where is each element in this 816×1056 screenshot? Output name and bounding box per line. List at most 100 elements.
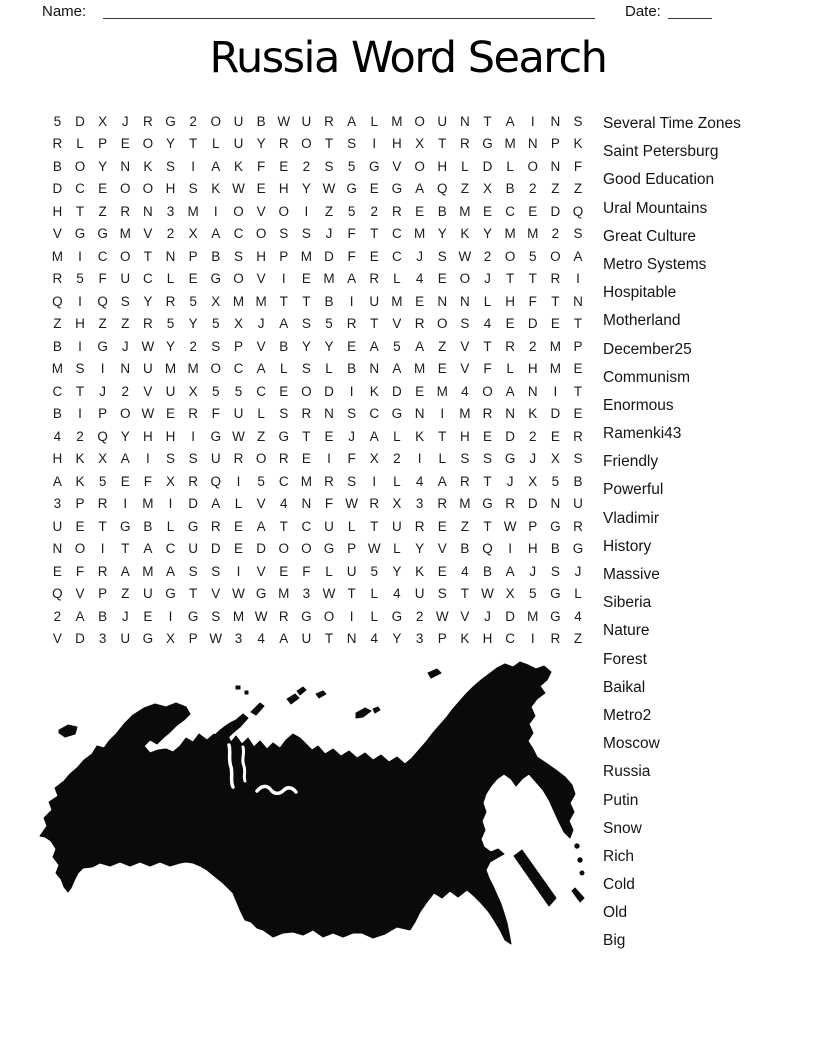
grid-letter: S xyxy=(279,226,289,242)
grid-letter: 2 xyxy=(483,248,492,264)
word-list-item: Putin xyxy=(603,791,639,809)
grid-letter: M xyxy=(187,361,199,377)
grid-letter: Y xyxy=(301,181,311,197)
grid-letter: S xyxy=(211,608,221,624)
grid-letter: J xyxy=(121,113,129,129)
grid-letter: G xyxy=(323,541,335,557)
grid-letter: 4 xyxy=(257,631,265,647)
grid-letter: E xyxy=(437,518,447,534)
grid-letter: X xyxy=(98,451,108,467)
grid-letter: L xyxy=(506,158,514,174)
grid-letter: S xyxy=(166,451,176,467)
grid-letter: A xyxy=(415,338,425,354)
grid-letter: F xyxy=(98,271,107,287)
grid-letter: G xyxy=(391,181,403,197)
grid-letter: 5 xyxy=(234,383,243,399)
grid-letter: S xyxy=(347,473,357,489)
grid-letter: T xyxy=(483,338,492,354)
grid-letter: W xyxy=(141,338,155,354)
grid-letter: E xyxy=(98,181,108,197)
grid-letter: D xyxy=(550,203,561,219)
grid-letter: I xyxy=(123,496,128,512)
grid-letter: R xyxy=(188,473,199,489)
grid-letter: Z xyxy=(121,586,130,602)
word-list-item: Rich xyxy=(603,847,635,865)
grid-letter: B xyxy=(347,361,357,377)
grid-letter: R xyxy=(301,406,312,422)
grid-letter: F xyxy=(483,361,492,377)
grid-letter: 5 xyxy=(212,383,220,399)
grid-letter: E xyxy=(482,203,492,219)
word-list-item: Moscow xyxy=(603,735,660,753)
grid-letter: M xyxy=(142,496,154,512)
grid-letter: N xyxy=(369,361,380,377)
grid-letter: S xyxy=(75,361,85,377)
grid-letter: R xyxy=(278,136,289,152)
grid-letter: W xyxy=(458,248,472,264)
grid-letter: 4 xyxy=(574,608,582,624)
grid-letter: D xyxy=(52,181,63,197)
grid-letter: S xyxy=(437,248,447,264)
grid-letter: M xyxy=(300,473,312,489)
grid-letter: L xyxy=(279,361,288,377)
grid-letter: V xyxy=(437,541,447,557)
grid-letter: L xyxy=(212,136,220,152)
grid-letter: S xyxy=(211,338,221,354)
grid-letter: 3 xyxy=(234,631,243,647)
grid-letter: N xyxy=(414,406,425,422)
grid-letter: 2 xyxy=(121,383,129,399)
grid-letter: O xyxy=(414,158,425,174)
grid-letter: Y xyxy=(143,293,153,309)
grid-letter: R xyxy=(278,608,289,624)
sakhalin-shape xyxy=(513,849,557,907)
grid-letter: L xyxy=(574,586,582,602)
grid-letter: U xyxy=(392,518,402,534)
grid-letter: T xyxy=(370,316,379,332)
grid-letter: E xyxy=(573,406,583,422)
grid-letter: I xyxy=(530,113,535,129)
grid-letter: R xyxy=(346,316,357,332)
grid-letter: T xyxy=(189,136,198,152)
grid-letter: S xyxy=(301,226,311,242)
grid-letter: E xyxy=(437,361,447,377)
grid-letter: G xyxy=(278,428,289,444)
grid-letter: Y xyxy=(120,428,130,444)
grid-letter: X xyxy=(528,473,538,489)
word-list-item: Motherland xyxy=(603,312,681,330)
name-blank-line[interactable] xyxy=(103,18,595,19)
grid-letter: 5 xyxy=(529,586,537,602)
grid-letter: Y xyxy=(392,563,402,579)
grid-letter: S xyxy=(188,181,198,197)
grid-letter: O xyxy=(550,248,561,264)
grid-letter: X xyxy=(166,631,176,647)
russia-map-silhouette xyxy=(39,661,585,945)
grid-letter: O xyxy=(278,541,289,557)
grid-letter: 2 xyxy=(393,451,401,467)
grid-letter: M xyxy=(51,248,63,264)
grid-letter: E xyxy=(120,136,130,152)
grid-letter: J xyxy=(506,473,514,489)
name-label: Name: xyxy=(42,3,87,20)
grid-letter: E xyxy=(573,361,583,377)
grid-letter: K xyxy=(369,383,379,399)
grid-letter: R xyxy=(278,451,289,467)
grid-letter: B xyxy=(52,158,62,174)
grid-letter: P xyxy=(188,631,198,647)
grid-letter: A xyxy=(437,473,447,489)
grid-letter: X xyxy=(482,181,492,197)
grid-letter: 4 xyxy=(279,496,288,512)
grid-letter: I xyxy=(281,271,286,287)
grid-letter: S xyxy=(437,586,447,602)
grid-letter: O xyxy=(301,383,312,399)
grid-letter: D xyxy=(324,383,334,399)
grid-letter: E xyxy=(75,518,85,534)
grid-letter: B xyxy=(279,338,289,354)
grid-letter: 5 xyxy=(325,316,333,332)
grid-letter: U xyxy=(233,406,244,422)
grid-letter: L xyxy=(76,136,84,152)
date-blank-line[interactable] xyxy=(668,18,712,19)
grid-letter: R xyxy=(414,316,425,332)
grid-letter: E xyxy=(324,428,334,444)
grid-letter: M xyxy=(232,608,245,624)
grid-letter: M xyxy=(391,293,403,309)
